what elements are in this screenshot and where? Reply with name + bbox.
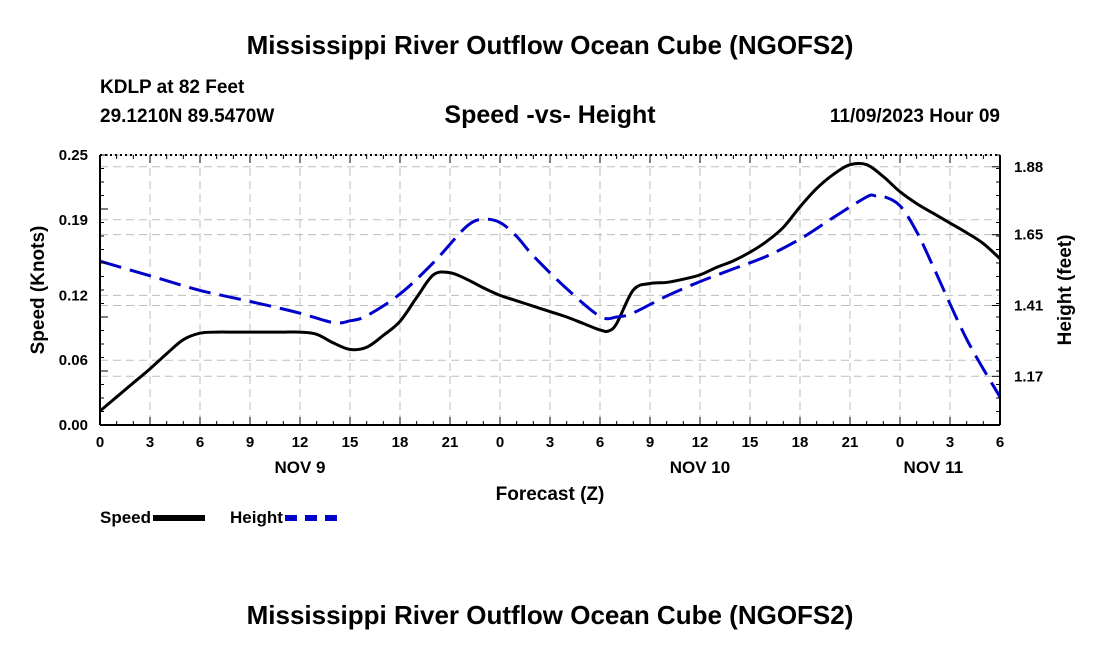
y-left-tick-label: 0.06 (59, 352, 88, 369)
series-speed-line (99, 161, 1002, 413)
x-tick-label: 21 (442, 434, 459, 451)
x-tick-label: 3 (546, 434, 554, 451)
x-tick-label: 9 (246, 434, 254, 451)
y-left-tick-label: 0.19 (59, 212, 88, 229)
y-right-tick-label: 1.17 (1014, 368, 1043, 385)
chart-main-title: Mississippi River Outflow Ocean Cube (NG… (246, 30, 854, 60)
legend-height-swatch (284, 515, 337, 521)
x-axis-title: Forecast (Z) (496, 484, 605, 505)
station-label: KDLP at 82 Feet (100, 77, 245, 98)
x-tick-label: 0 (896, 434, 904, 451)
series-layer (99, 161, 1002, 413)
y-left-tick-label: 0.00 (59, 417, 88, 434)
x-tick-label: 6 (996, 434, 1004, 451)
x-tick-label: 12 (292, 434, 309, 451)
legend-speed-swatch (153, 515, 206, 521)
axes: 0 3 6 9 12 15 18 21 0 3 6 9 12 15 18 21 0 3 6 NOV 9 NOV 10 NO… (59, 147, 1043, 477)
legend-speed-label: Speed (100, 508, 152, 527)
grid-lines (100, 154, 1000, 425)
x-date-label: NOV 9 (274, 458, 325, 477)
x-tick-label: 18 (792, 434, 809, 451)
axis-labels: Forecast (Z) Speed (Knots) Height (feet) (28, 226, 1076, 505)
forecast-datetime: 11/09/2023 Hour 09 (829, 106, 1000, 127)
legend-item-speed: Speed (100, 508, 206, 528)
legend-item-height: Height (230, 508, 337, 528)
x-tick-label: 9 (646, 434, 654, 451)
y-left-tick-label: 0.25 (59, 147, 88, 164)
x-tick-label: 18 (392, 434, 409, 451)
speed-height-chart: 0 3 6 9 12 15 18 21 0 3 6 9 12 15 18 21 0 3 6 NOV 9 NOV 10 NO… (28, 147, 1076, 505)
y-right-tick-label: 1.41 (1014, 297, 1043, 314)
x-tick-label: 15 (342, 434, 359, 451)
y-axis-right-title: Height (feet) (1055, 235, 1076, 346)
legend-height-label: Height (230, 508, 283, 527)
x-tick-label: 12 (692, 434, 709, 451)
series-height-line (99, 193, 1002, 398)
x-tick-label: 3 (946, 434, 954, 451)
x-tick-label: 21 (842, 434, 859, 451)
y-right-tick-label: 1.88 (1014, 159, 1043, 176)
y-right-tick-label: 1.65 (1014, 227, 1043, 244)
x-tick-label: 6 (196, 434, 204, 451)
x-tick-label: 0 (96, 434, 104, 451)
footer-title: Mississippi River Outflow Ocean Cube (NG… (246, 600, 854, 630)
station-coordinates: 29.1210N 89.5470W (100, 106, 275, 127)
x-date-label: NOV 10 (670, 458, 730, 477)
y-left-tick-label: 0.12 (59, 287, 88, 304)
chart-subtitle: Speed -vs- Height (444, 101, 656, 129)
x-tick-label: 0 (496, 434, 504, 451)
x-tick-label: 15 (742, 434, 759, 451)
x-tick-label: 6 (596, 434, 604, 451)
x-date-label: NOV 11 (904, 458, 964, 477)
y-axis-left-title: Speed (Knots) (28, 226, 49, 355)
x-tick-label: 3 (146, 434, 154, 451)
